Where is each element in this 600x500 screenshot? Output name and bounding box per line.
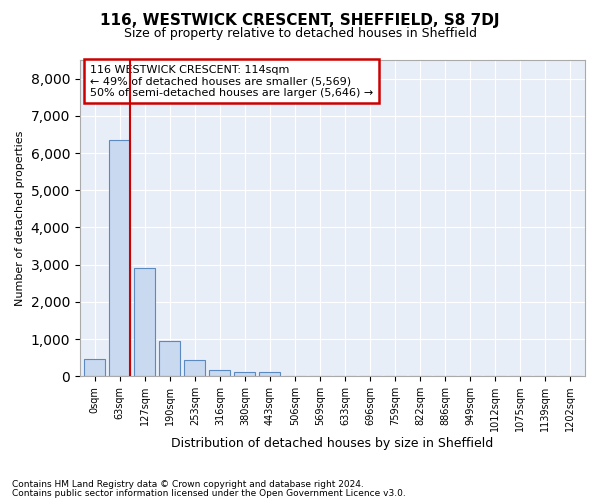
Bar bbox=[234, 372, 256, 376]
Text: Contains HM Land Registry data © Crown copyright and database right 2024.: Contains HM Land Registry data © Crown c… bbox=[12, 480, 364, 489]
Text: Contains public sector information licensed under the Open Government Licence v3: Contains public sector information licen… bbox=[12, 488, 406, 498]
Bar bbox=[209, 370, 230, 376]
Bar bbox=[159, 341, 181, 376]
Bar bbox=[184, 360, 205, 376]
Bar bbox=[134, 268, 155, 376]
Bar bbox=[259, 372, 280, 376]
Bar bbox=[109, 140, 130, 376]
Bar bbox=[84, 360, 106, 376]
X-axis label: Distribution of detached houses by size in Sheffield: Distribution of detached houses by size … bbox=[171, 437, 494, 450]
Text: Size of property relative to detached houses in Sheffield: Size of property relative to detached ho… bbox=[124, 28, 476, 40]
Y-axis label: Number of detached properties: Number of detached properties bbox=[15, 130, 25, 306]
Text: 116 WESTWICK CRESCENT: 114sqm
← 49% of detached houses are smaller (5,569)
50% o: 116 WESTWICK CRESCENT: 114sqm ← 49% of d… bbox=[90, 64, 373, 98]
Text: 116, WESTWICK CRESCENT, SHEFFIELD, S8 7DJ: 116, WESTWICK CRESCENT, SHEFFIELD, S8 7D… bbox=[100, 12, 500, 28]
